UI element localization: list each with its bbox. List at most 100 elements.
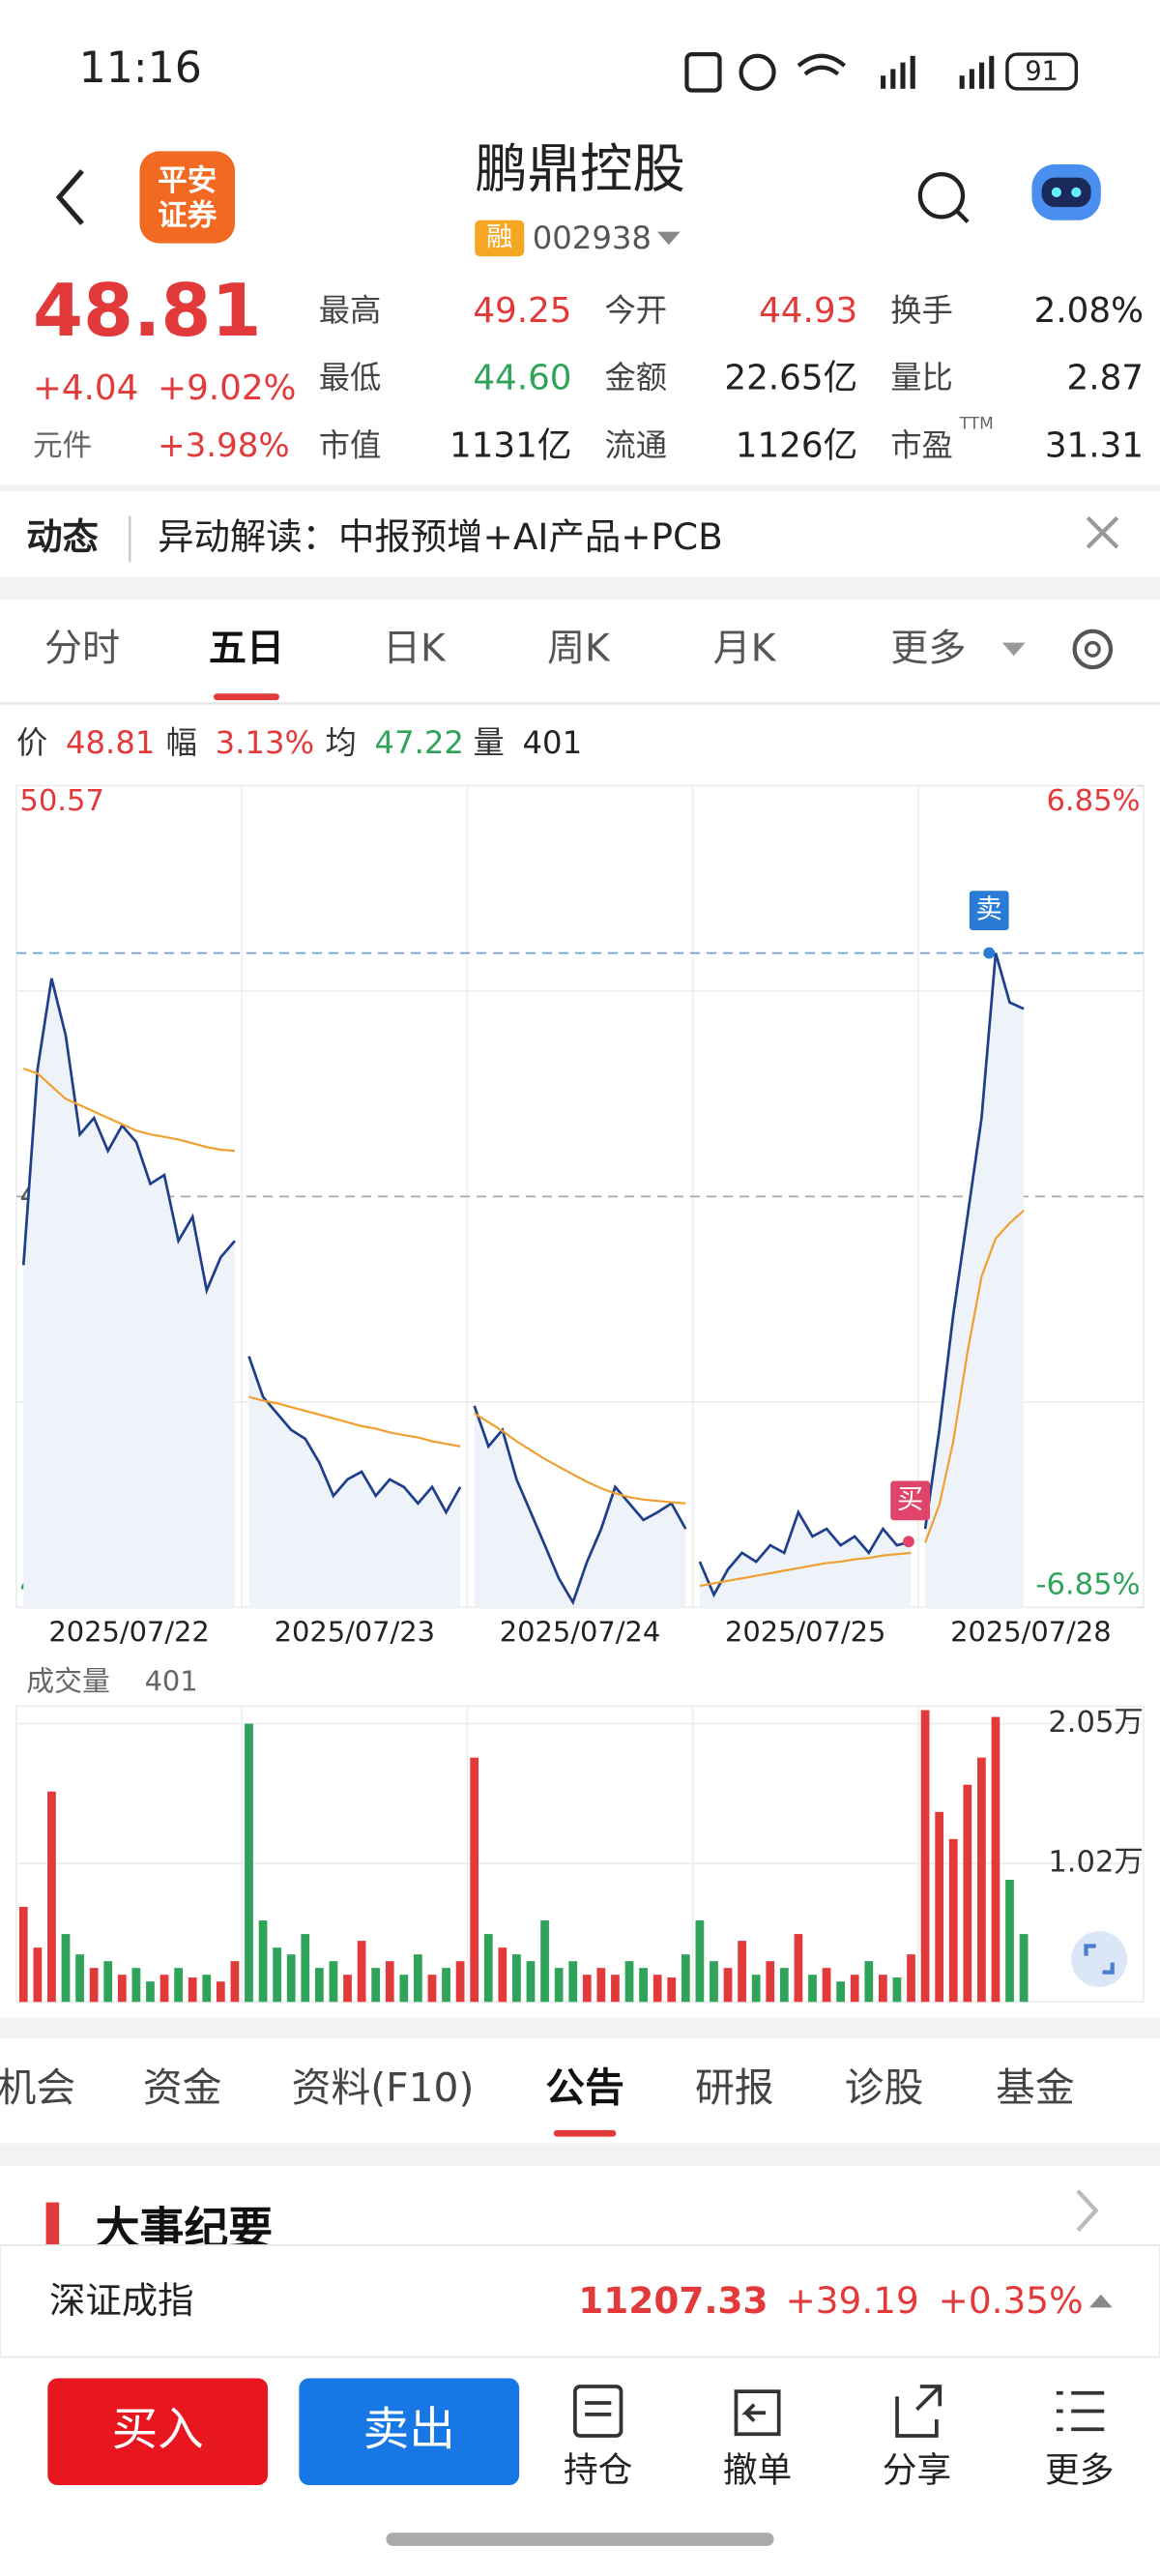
status-time: 11:16 (79, 44, 202, 93)
tool-icons (573, 2385, 1105, 2438)
info-tab[interactable]: 研报 (695, 2064, 774, 2111)
volume-bar (442, 1968, 450, 2003)
volume-bar (935, 1811, 944, 2003)
tool-label[interactable]: 持仓 (564, 2450, 632, 2490)
volume-current: 401 (145, 1665, 198, 1698)
assistant-button[interactable] (1031, 163, 1101, 220)
index-value: 11207.33 (578, 2279, 768, 2322)
settings-button[interactable] (1072, 629, 1114, 670)
volume-bar (470, 1757, 479, 2003)
chart-tab[interactable]: 更多 (890, 628, 966, 671)
active-tab-indicator (213, 693, 279, 701)
buy-marker[interactable] (890, 1480, 931, 1521)
average-line (474, 1412, 686, 1505)
stat-label: 最高 (319, 292, 382, 329)
stat-label: 量比 (890, 360, 953, 396)
price-area (699, 1511, 912, 1608)
chart-tab[interactable]: 月K (713, 628, 777, 671)
volume-bar (794, 1934, 803, 2003)
volume-bar (188, 1977, 197, 2003)
stat-label: 市盈 (890, 426, 953, 463)
info-tab[interactable]: 资料(F10) (292, 2064, 475, 2111)
close-news[interactable] (1086, 515, 1119, 549)
index-name: 深证成指 (49, 2279, 194, 2322)
index-bar[interactable] (0, 2243, 1160, 2358)
info-tab[interactable]: 诊股 (845, 2064, 924, 2111)
info-value: 47.22 (375, 724, 464, 761)
stat-value: 2.08% (1034, 291, 1144, 331)
volume-bar (286, 1954, 296, 2003)
volume-bar (245, 1723, 253, 2003)
back-button[interactable] (55, 169, 84, 225)
divider (0, 576, 1160, 600)
average-line (924, 1210, 1025, 1543)
section-chevron[interactable] (1076, 2189, 1099, 2232)
more-dropdown[interactable] (1001, 642, 1026, 657)
price-line (473, 1405, 687, 1606)
chart-tab[interactable]: 五日 (209, 628, 284, 671)
volume-bar (258, 1920, 268, 2003)
index-expand[interactable] (1088, 2294, 1113, 2308)
stat-value: 1131亿 (450, 425, 572, 465)
divider (0, 2018, 1160, 2038)
volume-bar (526, 1961, 536, 2003)
tool-label[interactable]: 分享 (883, 2450, 951, 2490)
stat-label: 流通 (604, 426, 667, 463)
price: 48.81 (33, 269, 262, 353)
volume-bar (371, 1968, 381, 2003)
volume-bar (1005, 1879, 1014, 2003)
broker-logo (139, 151, 236, 244)
tool-label[interactable]: 撤单 (723, 2450, 792, 2490)
chart-tab[interactable]: 周K (547, 628, 611, 671)
volume-bar (160, 1975, 169, 2003)
x-tick-label: 2025/07/25 (725, 1616, 885, 1649)
volume-bar (498, 1947, 508, 2003)
section-marker (45, 2202, 60, 2245)
x-tick-label: 2025/07/22 (48, 1616, 209, 1649)
volume-bar (512, 1954, 521, 2003)
sell-marker[interactable] (969, 891, 1009, 931)
volume-bar (1019, 1934, 1029, 2003)
tool-label[interactable]: 更多 (1045, 2450, 1114, 2490)
info-tab[interactable]: 公告 (545, 2064, 624, 2111)
volume-bar (103, 1961, 113, 2003)
info-tab[interactable]: 机会 (0, 2064, 75, 2111)
change-pct: +9.02% (158, 368, 296, 408)
volume-bar (850, 1975, 859, 2003)
volume-bar (385, 1961, 394, 2003)
fullscreen-button[interactable] (1071, 1931, 1128, 1987)
index-change: +39.19 (785, 2279, 918, 2322)
stat-value: 2.87 (1067, 359, 1144, 398)
unit-pct: +3.98% (158, 426, 289, 465)
logo-text: 平安 (158, 164, 217, 198)
volume-bar (667, 1977, 677, 2003)
info-tab[interactable]: 基金 (996, 2064, 1075, 2111)
buy-button[interactable] (47, 2378, 269, 2485)
info-label: 幅 (166, 724, 197, 761)
stock-code: 002938 (533, 220, 652, 256)
volume-bar (314, 1968, 324, 2003)
sell-button[interactable] (299, 2378, 520, 2485)
price-line (21, 978, 236, 1296)
unit-label: 元件 (33, 429, 92, 463)
volume-bar (357, 1941, 366, 2003)
index-change-pct: +0.35% (939, 2279, 1084, 2322)
stat-value: 31.31 (1045, 425, 1144, 465)
stock-name: 鹏鼎控股 (475, 139, 684, 200)
divider (0, 484, 1160, 492)
search-button[interactable] (917, 172, 970, 223)
volume-bar (554, 1968, 564, 2003)
stat-label: 金额 (604, 360, 667, 396)
stat-value: 49.25 (473, 291, 571, 331)
news-text[interactable]: 异动解读：中报预增+AI产品+PCB (158, 515, 723, 558)
volume-bar (33, 1947, 43, 2003)
chart-tab[interactable]: 分时 (44, 628, 120, 671)
volume-bar (89, 1968, 99, 2003)
info-value: 48.81 (66, 724, 155, 761)
price-line (698, 1508, 912, 1598)
code-dropdown[interactable] (656, 231, 681, 246)
info-tab[interactable]: 资金 (143, 2064, 222, 2111)
chart-tab[interactable]: 日K (383, 628, 447, 671)
buy-point (902, 1536, 914, 1548)
volume-bar (61, 1934, 71, 2003)
